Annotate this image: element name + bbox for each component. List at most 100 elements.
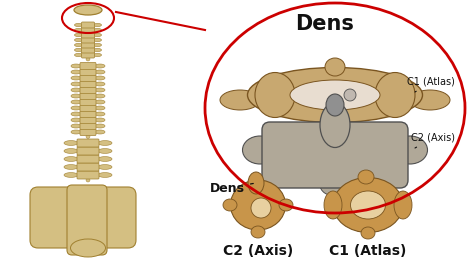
Ellipse shape [93,23,101,27]
Ellipse shape [93,53,101,57]
Ellipse shape [86,57,90,61]
Ellipse shape [86,52,90,56]
Ellipse shape [71,70,81,74]
Ellipse shape [279,199,293,211]
Ellipse shape [74,5,102,15]
Ellipse shape [74,43,82,47]
Ellipse shape [325,58,345,76]
FancyBboxPatch shape [77,139,99,147]
FancyBboxPatch shape [80,98,96,106]
FancyBboxPatch shape [82,37,94,43]
Ellipse shape [95,82,105,86]
FancyBboxPatch shape [82,27,94,33]
Ellipse shape [98,141,112,146]
Ellipse shape [86,170,90,174]
Ellipse shape [71,118,81,122]
FancyBboxPatch shape [82,47,94,53]
Ellipse shape [86,123,90,127]
Ellipse shape [93,34,101,37]
Ellipse shape [86,117,90,120]
Ellipse shape [95,130,105,134]
Ellipse shape [320,174,350,196]
Ellipse shape [64,141,78,146]
Ellipse shape [95,106,105,110]
Ellipse shape [71,124,81,128]
Ellipse shape [98,149,112,153]
Ellipse shape [350,191,385,219]
Ellipse shape [255,73,295,118]
Ellipse shape [86,32,90,36]
Ellipse shape [251,198,271,218]
Ellipse shape [64,165,78,169]
Text: C1 (Atlas): C1 (Atlas) [329,244,407,258]
Ellipse shape [98,157,112,161]
Ellipse shape [93,43,101,47]
FancyBboxPatch shape [82,32,94,38]
Ellipse shape [71,130,81,134]
Ellipse shape [64,149,78,153]
FancyBboxPatch shape [82,22,94,28]
Ellipse shape [86,86,90,90]
Ellipse shape [223,199,237,211]
Ellipse shape [74,38,82,41]
FancyBboxPatch shape [80,128,96,135]
Ellipse shape [71,106,81,110]
Ellipse shape [93,38,101,41]
FancyBboxPatch shape [30,187,84,248]
Ellipse shape [86,146,90,150]
FancyBboxPatch shape [82,42,94,48]
FancyBboxPatch shape [80,110,96,118]
Ellipse shape [98,173,112,177]
FancyBboxPatch shape [80,105,96,111]
Ellipse shape [64,157,78,161]
Ellipse shape [410,90,450,110]
Ellipse shape [86,135,90,139]
Ellipse shape [71,239,106,257]
Text: Dens: Dens [210,181,253,194]
Ellipse shape [86,162,90,166]
Ellipse shape [86,110,90,114]
Ellipse shape [71,64,81,68]
Ellipse shape [86,47,90,51]
Ellipse shape [74,23,82,27]
Ellipse shape [86,178,90,182]
Ellipse shape [93,48,101,52]
Ellipse shape [71,94,81,98]
Ellipse shape [320,102,350,148]
Ellipse shape [98,165,112,169]
Ellipse shape [95,76,105,80]
Ellipse shape [220,90,260,110]
FancyBboxPatch shape [80,63,96,69]
FancyBboxPatch shape [262,122,408,188]
FancyBboxPatch shape [80,117,96,123]
Ellipse shape [248,172,264,194]
FancyBboxPatch shape [77,163,99,171]
Ellipse shape [361,227,375,239]
Text: C2 (Axis): C2 (Axis) [223,244,293,258]
Ellipse shape [230,180,285,230]
Ellipse shape [394,191,412,219]
Ellipse shape [95,100,105,104]
FancyBboxPatch shape [80,74,96,81]
Ellipse shape [86,93,90,97]
Ellipse shape [243,136,277,164]
Ellipse shape [71,82,81,86]
Ellipse shape [86,74,90,78]
FancyBboxPatch shape [77,147,99,155]
FancyBboxPatch shape [80,81,96,88]
Ellipse shape [358,170,374,184]
Ellipse shape [344,89,356,101]
Ellipse shape [71,100,81,104]
Ellipse shape [251,226,265,238]
Ellipse shape [74,28,82,32]
Ellipse shape [333,177,403,232]
Ellipse shape [324,191,342,219]
FancyBboxPatch shape [82,52,94,58]
Ellipse shape [86,154,90,158]
Ellipse shape [95,94,105,98]
Ellipse shape [290,80,380,110]
Text: Dens: Dens [296,14,355,34]
Ellipse shape [74,53,82,57]
FancyBboxPatch shape [67,185,107,255]
Ellipse shape [392,136,428,164]
